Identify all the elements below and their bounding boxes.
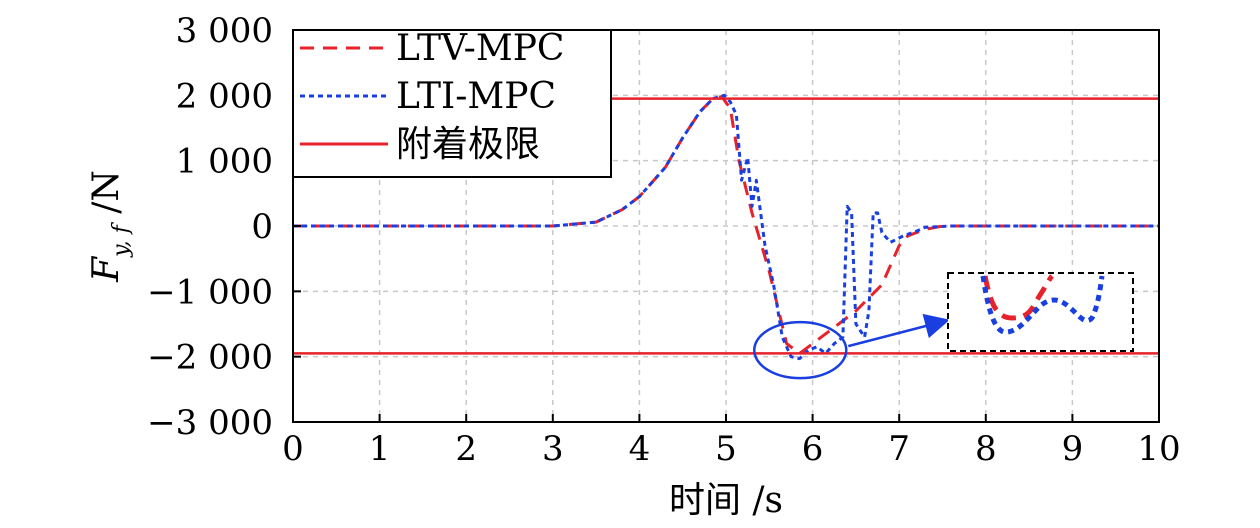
legend-box	[292, 29, 612, 178]
y-axis-label-main: F	[86, 255, 127, 283]
y-tick-labels: 3 000 2 000 1 000 0 −1 000 −2 000 −3 000	[147, 11, 273, 443]
inset-ltv-trace	[982, 274, 1054, 321]
x-tick-label: 0	[282, 429, 304, 469]
y-tick-label: 2 000	[176, 76, 273, 116]
y-axis-label: Fy, f /N	[86, 170, 134, 283]
x-tick-label: 4	[629, 429, 651, 469]
y-axis-label-sub: y, f	[109, 221, 134, 257]
svg-text:Fy, f /N: Fy, f /N	[86, 170, 134, 283]
zoom-arrow	[847, 313, 950, 348]
series-line-LTI-MPC	[293, 93, 1159, 361]
inset-lti-trace	[980, 275, 1105, 335]
x-tick-label: 7	[888, 429, 910, 469]
legend-label: LTI-MPC	[396, 76, 556, 117]
y-tick-label: −1 000	[147, 272, 273, 312]
x-tick-label: 8	[975, 429, 997, 469]
y-tick-label: 3 000	[176, 11, 273, 51]
zoom-annotation	[753, 272, 1134, 380]
zoom-circle	[753, 320, 848, 380]
x-axis-label: 时间 /s	[669, 480, 783, 521]
y-axis-label-unit: /N	[86, 170, 127, 225]
legend-label: 附着极限	[396, 124, 540, 165]
y-tick-label: −2 000	[147, 338, 273, 378]
x-tick-label: 10	[1137, 429, 1180, 469]
y-tick-label: 0	[251, 207, 273, 247]
legend-label: LTV-MPC	[396, 28, 564, 69]
y-tick-label: −3 000	[147, 403, 273, 443]
x-tick-label: 1	[369, 429, 391, 469]
x-tick-label: 2	[455, 429, 477, 469]
y-tick-label: 1 000	[176, 142, 273, 182]
inset-box	[947, 272, 1134, 352]
x-tick-label: 5	[715, 429, 737, 469]
x-tick-label: 9	[1062, 429, 1084, 469]
x-tick-label: 6	[802, 429, 824, 469]
x-tick-labels: 0 1 2 3 4 5 6 7 8 9 10	[282, 429, 1180, 469]
x-tick-label: 3	[542, 429, 564, 469]
legend: LTV-MPC LTI-MPC 附着极限	[292, 28, 612, 178]
